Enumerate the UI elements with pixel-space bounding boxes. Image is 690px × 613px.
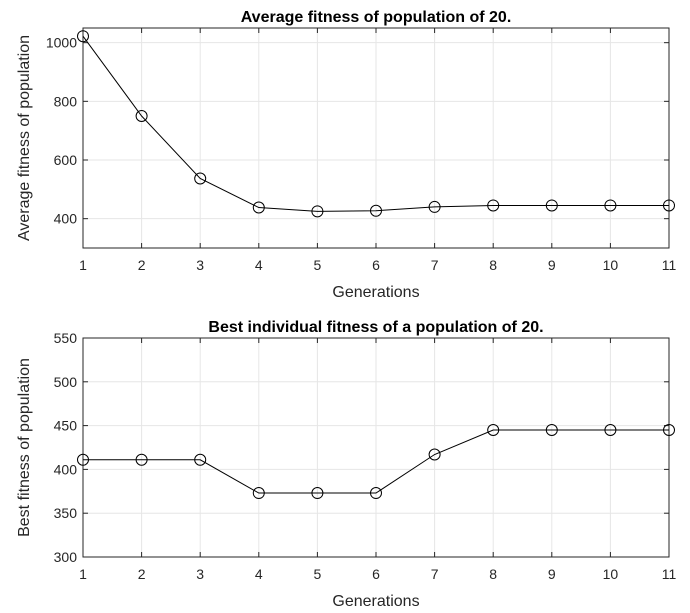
data-point [194,453,207,466]
data-point [194,172,207,185]
y-tick-label: 1000 [46,35,77,51]
y-tick-label: 400 [54,211,78,227]
x-tick-label: 11 [662,566,677,582]
data-point [135,110,148,122]
x-tick-label: 4 [255,257,263,273]
best-fitness-chart: 1 2 3 4 5 6 7 8 9 10 11 300 350 400 450 500 550 Best indi… [16,319,676,610]
x-tick-label: 7 [431,566,439,582]
chart-title: Average fitness of population of 20. [241,9,512,26]
y-tick-label: 450 [54,418,78,434]
data-point [77,30,89,43]
data-point [604,199,617,212]
data-point [252,487,265,500]
x-tick-label: 4 [255,566,263,582]
x-tick-label: 8 [489,257,497,273]
data-point [135,453,148,466]
x-axis-label: Generations [332,593,419,610]
x-tick-label: 1 [79,566,87,582]
x-tick-label: 10 [603,566,619,582]
y-tick-label: 300 [54,549,78,565]
x-axis-label: Generations [332,284,419,301]
data-point [428,448,441,461]
x-tick-label: 3 [196,566,204,582]
x-tick-label: 5 [314,566,322,582]
y-tick-label: 400 [54,461,78,477]
data-point [370,204,382,217]
data-point [311,205,324,218]
y-tick-label: 550 [54,330,78,346]
data-point [428,200,441,213]
x-tick-label: 9 [548,257,556,273]
x-tick-label: 7 [431,257,439,273]
data-point [487,423,500,436]
data-point [252,201,265,214]
y-tick-label: 500 [54,374,78,390]
data-point [545,423,558,436]
x-tick-label: 1 [79,257,87,273]
data-point [604,423,617,436]
x-tick-label: 11 [662,257,677,273]
series-line [82,35,669,212]
data-point [77,453,89,466]
x-tick-label: 2 [138,566,146,582]
y-tick-label: 600 [54,152,78,168]
data-point [370,487,382,500]
average-fitness-chart: 1 2 3 4 5 6 7 8 9 10 11 400 600 800 1000 Average fitnes… [16,9,676,301]
series-line [83,429,669,494]
data-point [545,199,558,212]
data-point [487,199,500,212]
x-tick-label: 10 [603,257,619,273]
data-point [311,487,324,500]
x-tick-label: 8 [489,566,497,582]
x-tick-label: 6 [372,566,380,582]
data-point [663,423,675,436]
chart-title: Best individual fitness of a population … [208,319,543,336]
data-point [663,199,675,212]
y-tick-label: 800 [54,93,78,109]
x-tick-label: 9 [548,566,556,582]
y-axis-label: Best fitness of population [16,358,33,537]
x-tick-label: 6 [372,257,380,273]
y-axis-label: Average fitness of population [16,35,33,241]
x-tick-label: 2 [138,257,146,273]
x-tick-label: 5 [314,257,322,273]
x-tick-label: 3 [196,257,204,273]
y-tick-label: 350 [54,505,78,521]
